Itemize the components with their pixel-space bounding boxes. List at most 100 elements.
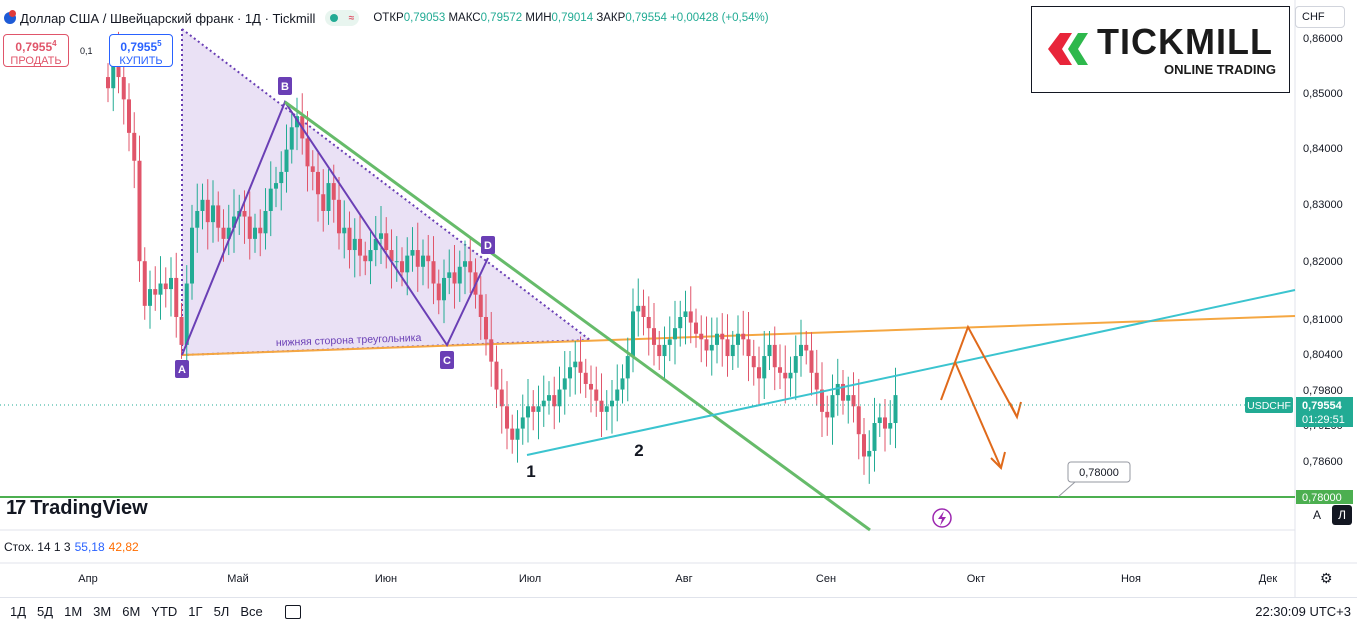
candle — [127, 99, 131, 133]
timeframe-1[interactable]: 5Д — [37, 604, 54, 619]
candle — [825, 411, 830, 418]
candle — [562, 378, 567, 390]
candle — [242, 210, 247, 217]
point-label-a: A — [178, 364, 186, 376]
candle — [699, 333, 704, 340]
candle — [331, 183, 336, 200]
candle — [195, 210, 200, 228]
candle — [531, 406, 536, 412]
timeframe-5[interactable]: YTD — [151, 604, 178, 619]
timeframe-2[interactable]: 1М — [64, 604, 83, 619]
candle — [688, 311, 693, 323]
candle — [468, 261, 473, 273]
candle — [736, 333, 740, 345]
tradingview-icon: 17 — [6, 497, 26, 519]
y-tick-label: 0,83000 — [1303, 199, 1343, 211]
candle — [342, 227, 347, 234]
candle — [205, 199, 210, 223]
candle — [347, 227, 352, 251]
candle — [253, 227, 257, 239]
timeframe-4[interactable]: 6М — [122, 604, 141, 619]
x-tick-label: Июл — [519, 573, 541, 585]
symbol-title[interactable]: Доллар США / Швейцарский франк · 1Д · Ti… — [20, 10, 316, 26]
candle — [788, 372, 793, 379]
sell-button[interactable]: 0,79554 ПРОДАТЬ — [3, 34, 69, 67]
candle — [200, 199, 205, 211]
candle — [211, 205, 215, 223]
candle — [793, 356, 798, 373]
flag-icon — [4, 10, 16, 24]
timeframe-7[interactable]: 5Л — [213, 604, 230, 619]
chart-header: Доллар США / Швейцарский франк · 1Д · Ti… — [0, 6, 769, 30]
calendar-icon[interactable] — [284, 604, 301, 619]
gear-icon[interactable]: ⚙ — [1320, 570, 1333, 586]
point-label-bg — [440, 351, 454, 369]
point-label-bg — [278, 77, 292, 95]
candle — [489, 339, 494, 362]
candle — [121, 77, 126, 100]
x-tick-label: Сен — [816, 573, 836, 585]
timeframe-3[interactable]: 3М — [93, 604, 112, 619]
candle — [463, 261, 467, 267]
buy-button[interactable]: 0,79555 КУПИТЬ — [109, 34, 173, 67]
timeframe-0[interactable]: 1Д — [10, 604, 27, 619]
log-scale-button[interactable]: Л — [1332, 505, 1352, 525]
candle — [279, 171, 284, 184]
candle — [720, 333, 725, 340]
currency-selector[interactable]: CHF — [1295, 6, 1345, 28]
candle — [163, 283, 168, 290]
candle — [216, 205, 221, 228]
candle — [510, 428, 515, 440]
candle — [652, 328, 656, 345]
candle — [683, 311, 688, 317]
candle — [568, 367, 572, 379]
candle — [893, 395, 898, 424]
support-axis-label: 0,78000 — [1302, 492, 1342, 504]
candle — [310, 166, 315, 172]
timeframe-8[interactable]: Все — [240, 604, 263, 619]
price-tag-bg — [1296, 397, 1353, 427]
candle — [646, 317, 651, 329]
candle — [835, 383, 840, 396]
candle — [405, 255, 410, 273]
lightning-icon-glyph — [938, 511, 946, 526]
cyan-trend-line — [526, 289, 1296, 456]
candle — [610, 400, 614, 407]
candle — [867, 450, 872, 457]
timeframe-6[interactable]: 1Г — [188, 604, 203, 619]
clock: 22:30:09 UTC+3 — [1255, 604, 1351, 619]
candle — [321, 194, 326, 211]
candle — [757, 367, 761, 379]
wave-icon: ≈ — [348, 12, 355, 24]
candle — [820, 389, 824, 412]
candle — [184, 283, 189, 345]
candle — [625, 356, 630, 379]
stochastic-legend[interactable]: Стох. 14 1 3 55,18 42,82 — [4, 540, 139, 554]
candle — [415, 250, 420, 267]
visibility-toggle[interactable]: ≈ — [325, 10, 360, 26]
auto-scale-button[interactable]: A — [1307, 505, 1327, 525]
candle — [174, 277, 179, 317]
candle — [379, 233, 383, 239]
candle — [142, 261, 147, 306]
point-label-c: C — [443, 355, 451, 367]
candle — [190, 227, 194, 284]
candle — [830, 395, 835, 418]
candle — [268, 188, 273, 211]
candle — [436, 283, 441, 301]
candle — [247, 216, 252, 239]
y-tick-label: 0,78600 — [1303, 456, 1343, 468]
triangle-note: нижняя сторона треугольника — [276, 332, 422, 349]
candle — [620, 378, 625, 390]
candle — [179, 317, 184, 345]
candle — [725, 339, 730, 357]
candle — [111, 54, 116, 89]
candle — [741, 333, 746, 340]
candle — [631, 311, 635, 357]
candle — [389, 250, 394, 262]
x-tick-label: Дек — [1259, 573, 1278, 585]
candle — [589, 383, 593, 390]
forecast-arrowhead-1 — [1009, 401, 1022, 420]
candle — [762, 356, 767, 379]
